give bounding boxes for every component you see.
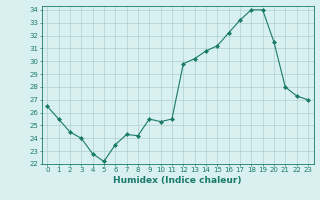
- X-axis label: Humidex (Indice chaleur): Humidex (Indice chaleur): [113, 176, 242, 185]
